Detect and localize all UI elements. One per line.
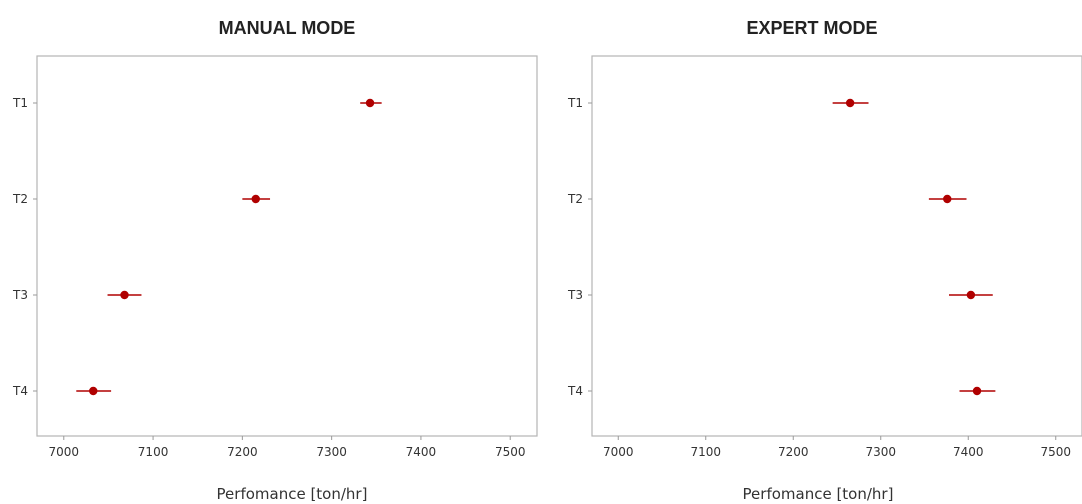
chart-title: EXPERT MODE (746, 18, 877, 38)
x-tick-label: 7500 (495, 445, 526, 459)
x-tick-label: 7100 (138, 445, 169, 459)
y-tick-label: T2 (12, 192, 28, 206)
data-point (365, 98, 375, 108)
data-point (251, 194, 260, 204)
x-tick-label: 7400 (406, 445, 437, 459)
chart-title: MANUAL MODE (219, 18, 356, 38)
x-axis-label: Perfomance [ton/hr] (217, 485, 368, 503)
x-tick-label: 7400 (953, 445, 984, 459)
y-tick-label: T4 (567, 384, 583, 398)
x-tick-label: 7500 (1040, 445, 1071, 459)
x-tick-label: 7000 (603, 445, 634, 459)
x-tick-label: 7200 (778, 445, 809, 459)
data-point (943, 194, 952, 204)
x-tick-label: 7300 (316, 445, 347, 459)
y-tick-label: T1 (567, 96, 583, 110)
y-tick-label: T2 (567, 192, 583, 206)
data-point (845, 98, 855, 108)
data-point (966, 290, 976, 300)
data-point (89, 386, 98, 396)
data-point (120, 290, 129, 300)
plot-frame (36, 55, 538, 437)
x-tick-label: 7000 (49, 445, 80, 459)
data-point (972, 386, 982, 396)
x-tick-label: 7200 (227, 445, 258, 459)
y-tick-label: T4 (12, 384, 28, 398)
y-tick-label: T1 (12, 96, 28, 110)
x-axis-label: Perfomance [ton/hr] (743, 485, 894, 503)
y-tick-label: T3 (567, 288, 583, 302)
x-tick-label: 7100 (690, 445, 721, 459)
plot-frame (591, 55, 1082, 437)
y-tick-label: T3 (12, 288, 28, 302)
x-tick-label: 7300 (865, 445, 896, 459)
